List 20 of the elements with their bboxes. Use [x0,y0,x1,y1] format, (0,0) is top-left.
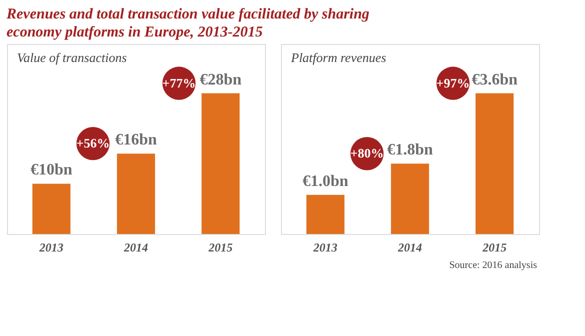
text: +97% [436,75,470,90]
data-label: €10bn [30,162,72,179]
data-label: €1.8bn [387,142,433,159]
annotation: +56% [76,136,110,151]
x-tick-label: 2015 [482,240,507,254]
x-tick-label: 2014 [397,240,422,254]
data-label: €1.0bn [302,172,348,190]
chart-title: Platform revenues [290,50,386,65]
data-label: €3.6bn [472,71,518,88]
data-label: €16bn [115,132,157,149]
chart-title: Revenues and total transaction value facilitated by sharing economy platforms in Europe, 2013-2015 [6,6,370,40]
x-tick-label: 2013 [312,240,338,254]
source-note: Source: 2016 analysis [449,260,538,271]
annotation: +80% [350,146,384,161]
x-tick-label: 2014 [123,240,148,254]
x-tick-label: 2013 [38,240,64,254]
text: +77% [162,75,196,90]
data-label: €28bn [200,71,242,88]
x-tick-label: 2015 [208,240,233,254]
chart-subtitle: Value of transactions [17,50,127,65]
